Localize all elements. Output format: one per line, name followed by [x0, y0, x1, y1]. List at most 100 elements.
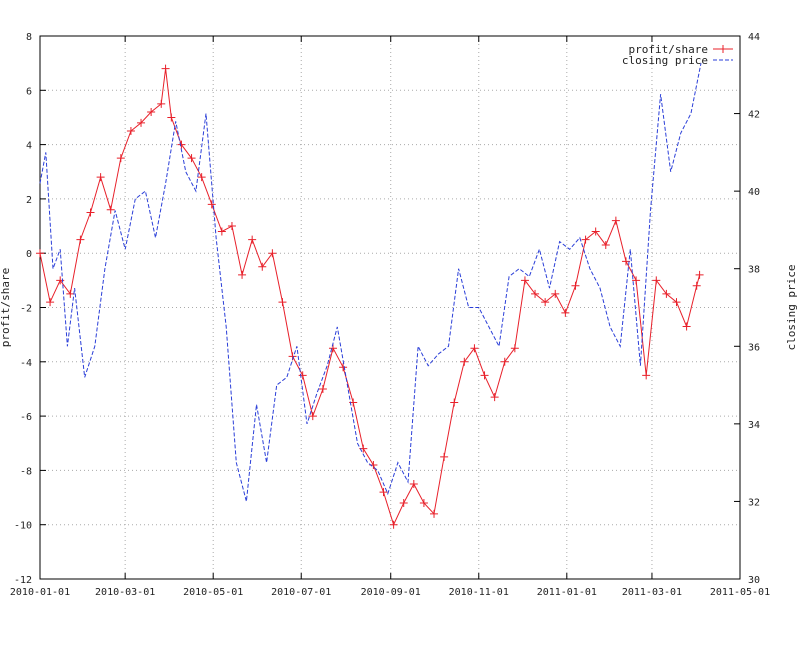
series-point-marker — [581, 235, 590, 244]
series-point-marker — [440, 452, 449, 461]
series-point-marker — [298, 371, 307, 380]
series-point-marker — [510, 344, 519, 353]
series-point-marker — [197, 173, 206, 182]
series-point-marker — [520, 276, 529, 285]
y2-tick-label: 40 — [748, 187, 760, 198]
x-tick-label: 2010-01-01 — [10, 587, 70, 598]
series-point-marker — [36, 249, 44, 258]
series-point-marker — [177, 140, 186, 149]
series-point-marker — [480, 371, 489, 380]
series-point-marker — [227, 222, 236, 231]
series-point-marker — [611, 216, 620, 225]
series-point-marker — [167, 113, 176, 122]
series-point-marker — [430, 509, 439, 518]
series-point-marker — [46, 298, 55, 307]
series-point-marker — [248, 235, 257, 244]
series-point-marker — [106, 205, 115, 214]
y-tick-label: 0 — [26, 249, 32, 260]
y2-tick-label: 36 — [748, 342, 760, 353]
series-point-marker — [96, 173, 105, 182]
y-tick-label: -10 — [14, 521, 32, 532]
series-point-marker — [238, 270, 247, 279]
series-point-marker — [531, 289, 540, 298]
series-point-marker — [339, 363, 348, 372]
y2-tick-label: 32 — [748, 497, 760, 508]
series-point-marker — [137, 118, 146, 127]
y2-tick-label: 38 — [748, 265, 760, 276]
series-point-marker — [268, 249, 277, 258]
series-point-marker — [161, 64, 170, 73]
series-point-marker — [692, 281, 701, 290]
series-point-marker — [541, 298, 550, 307]
series-point-marker — [318, 384, 327, 393]
series-point-marker — [632, 276, 641, 285]
x-tick-label: 2011-03-01 — [622, 587, 682, 598]
series-point-marker — [490, 393, 499, 402]
y-tick-label: -2 — [20, 304, 32, 315]
legend: profit/share closing price — [622, 43, 733, 67]
series-point-marker — [460, 357, 469, 366]
series-point-marker — [56, 276, 65, 285]
series-point-marker — [86, 208, 95, 217]
series-layer — [36, 63, 704, 529]
series-point-marker — [601, 241, 610, 250]
series-point-marker — [500, 357, 509, 366]
x-tick-label: 2010-07-01 — [271, 587, 331, 598]
series-point-marker — [682, 322, 691, 331]
y-tick-label: -8 — [20, 466, 32, 477]
y-tick-label: -12 — [14, 575, 32, 586]
series-point-marker — [450, 398, 459, 407]
legend-label-closing-price: closing price — [622, 54, 708, 67]
series-point-marker — [217, 227, 226, 236]
series-point-marker — [187, 154, 196, 163]
y2-tick-label: 30 — [748, 575, 760, 586]
legend-label-profit-share: profit/share — [629, 43, 708, 56]
y-tick-label: 2 — [26, 195, 32, 206]
series-point-marker — [379, 488, 388, 497]
series-point-marker — [126, 127, 135, 136]
series-point-marker — [470, 344, 479, 353]
y-tick-label: -6 — [20, 412, 32, 423]
series-point-marker — [591, 227, 600, 236]
series-point-marker — [147, 108, 156, 117]
series-line-0 — [39, 68, 701, 527]
series-point-marker — [308, 412, 317, 421]
y-tick-label: 4 — [26, 141, 32, 152]
series-point-marker — [399, 498, 408, 507]
x-tick-label: 2010-09-01 — [361, 587, 421, 598]
x-tick-label: 2011-01-01 — [537, 587, 597, 598]
y2-tick-label: 42 — [748, 110, 760, 121]
grid — [40, 36, 740, 579]
x-tick-label: 2010-03-01 — [95, 587, 155, 598]
series-point-marker — [551, 289, 560, 298]
y-tick-label: 6 — [26, 86, 32, 97]
series-point-marker — [695, 270, 704, 279]
series-point-marker — [66, 289, 75, 298]
y2-tick-label: 44 — [748, 32, 760, 43]
x-tick-label: 2010-05-01 — [183, 587, 243, 598]
series-point-marker — [258, 262, 267, 271]
series-point-marker — [76, 235, 85, 244]
legend-marker — [719, 45, 727, 53]
series-point-marker — [389, 520, 398, 529]
y-axis-label: profit/share — [0, 268, 12, 347]
series-point-marker — [571, 281, 580, 290]
series-point-marker — [116, 154, 125, 163]
y-tick-label: -4 — [20, 358, 32, 369]
series-line-1 — [39, 63, 702, 502]
ticks: 2010-01-01 2010-03-01 2010-05-01 2010-07-01… — [10, 32, 770, 598]
y2-axis-label: closing price — [785, 264, 798, 350]
series-point-marker — [328, 344, 337, 353]
series-point-marker — [207, 200, 216, 209]
series-point-marker — [662, 289, 671, 298]
series-point-marker — [561, 308, 570, 317]
series-point-marker — [419, 498, 428, 507]
series-point-marker — [652, 276, 661, 285]
series-point-marker — [278, 298, 287, 307]
x-tick-label: 2011-05-01 — [710, 587, 770, 598]
x-tick-label: 2010-11-01 — [449, 587, 509, 598]
series-point-marker — [157, 99, 166, 108]
series-point-marker — [642, 371, 651, 380]
series-point-marker — [409, 479, 418, 488]
